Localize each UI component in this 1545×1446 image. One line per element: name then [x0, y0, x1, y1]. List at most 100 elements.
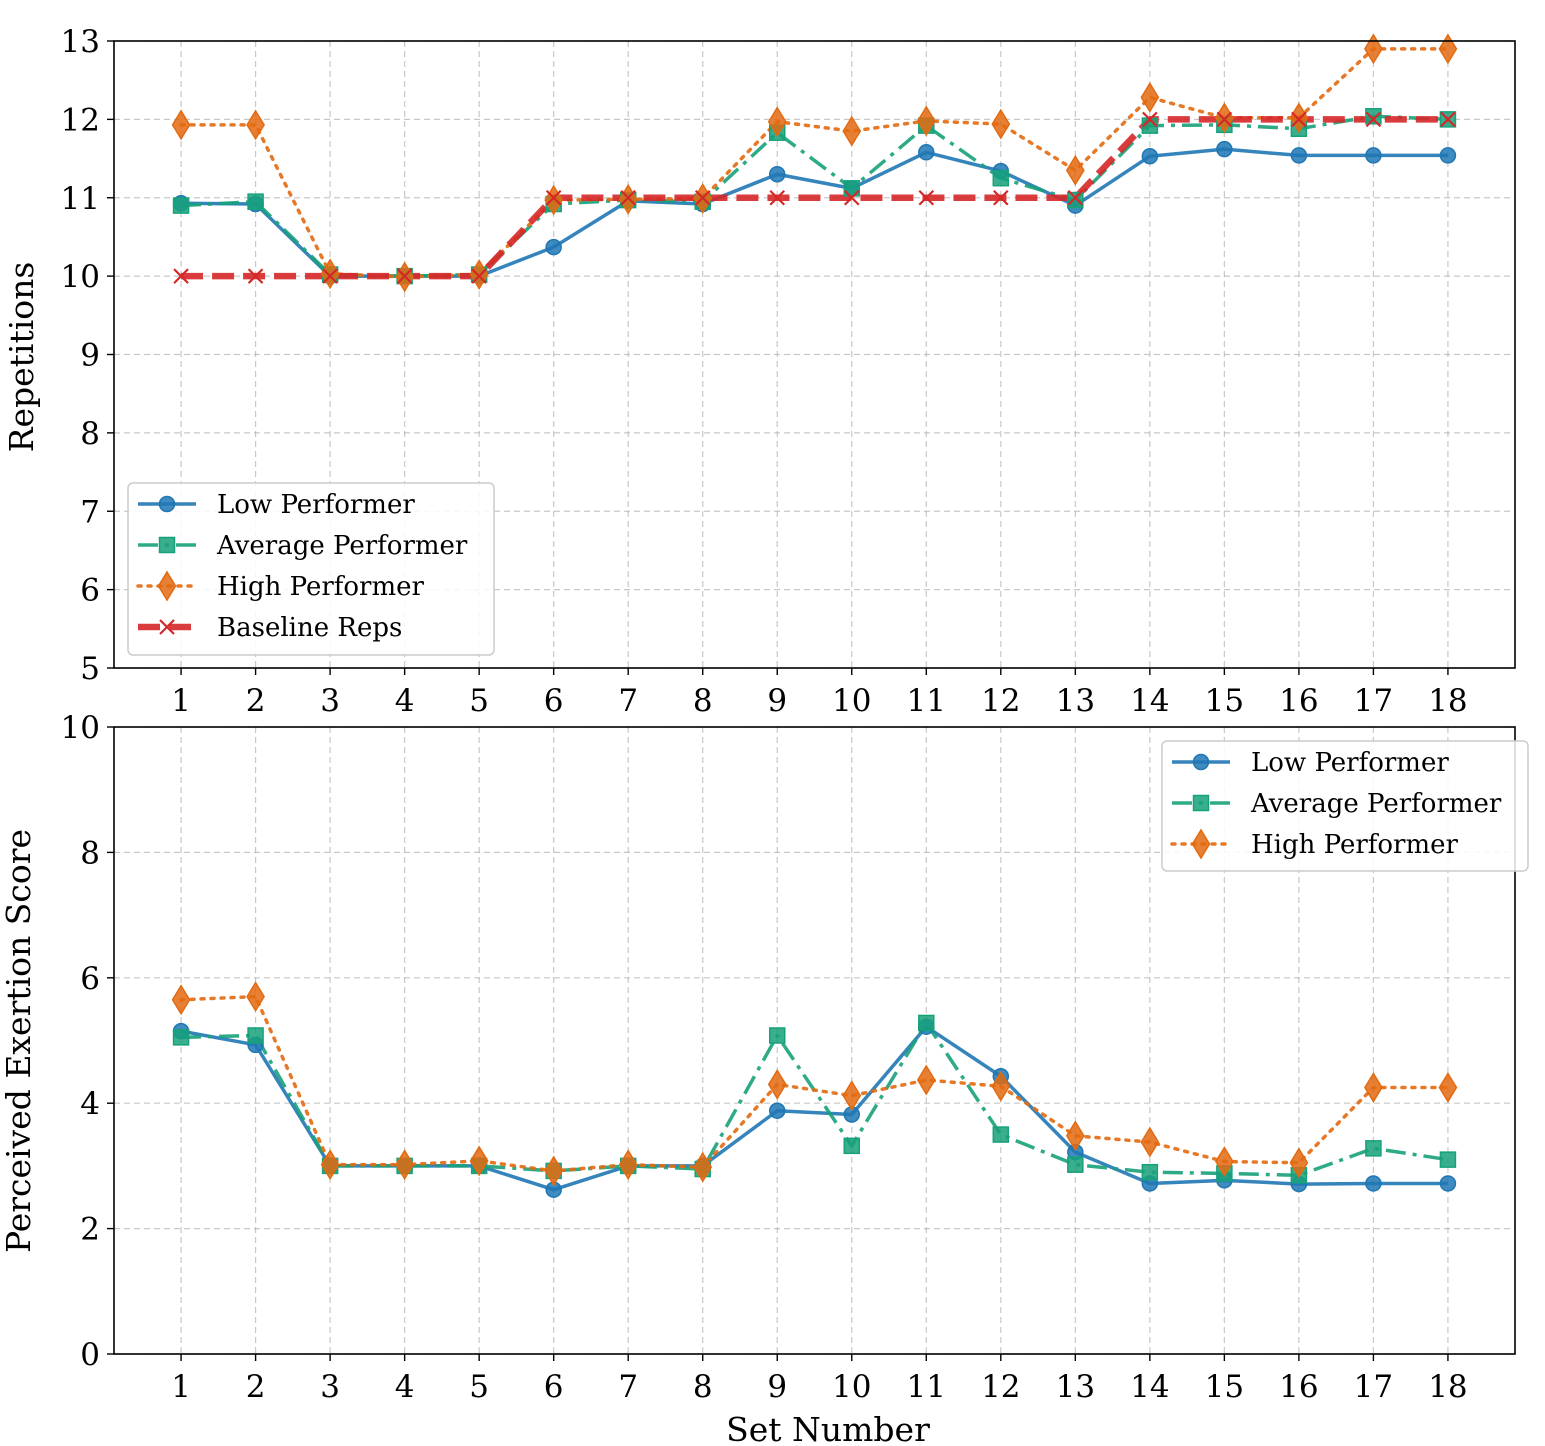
exertion-high-performer-point — [991, 1070, 1011, 1102]
repetitions-legend-low-performer-label: Low Performer — [217, 490, 415, 520]
exertion-x-tick-label: 17 — [1354, 1369, 1393, 1405]
repetitions-legend-high-performer-marker — [157, 570, 177, 602]
repetitions-markers — [171, 33, 1458, 293]
repetitions-x-tick-label: 2 — [246, 683, 266, 719]
repetitions-x-tick-label: 8 — [693, 683, 713, 719]
repetitions-baseline-reps-line — [181, 116, 1448, 280]
exertion-y-axis-label: Perceived Exertion Score — [0, 829, 38, 1253]
repetitions-baseline-reps-point — [545, 189, 562, 206]
repetitions-baseline-reps-point — [173, 268, 189, 284]
exertion-x-tick-label: 10 — [832, 1369, 871, 1405]
repetitions-high-performer-point — [1364, 33, 1383, 65]
repetitions-low-performer-point — [768, 165, 786, 183]
repetitions-low-performer-point — [1365, 147, 1382, 164]
repetitions-y-tick-label: 12 — [61, 102, 100, 138]
repetitions-high-performer-point — [246, 109, 265, 141]
repetitions-baseline-reps-point — [769, 189, 786, 206]
exertion-high-performer-point — [320, 1149, 340, 1181]
exertion-average-performer-point — [1439, 1151, 1457, 1168]
exertion-high-performer-line — [179, 994, 1450, 1173]
repetitions-high-performer-point — [618, 183, 638, 215]
repetitions-high-performer-point — [767, 106, 787, 138]
repetitions-x-tick-label: 12 — [981, 683, 1020, 719]
exertion-high-performer-point — [1214, 1146, 1234, 1177]
repetitions-y-tick-label: 10 — [61, 259, 100, 295]
exertion-average-performer-point — [172, 1029, 190, 1046]
exertion-x-tick-label: 2 — [246, 1369, 266, 1405]
repetitions-average-performer-point — [1067, 191, 1084, 209]
repetitions-y-tick-label: 7 — [80, 494, 100, 530]
repetitions-chart: 1 2 3 4 5 6 7 8 9 10 11 12 13 14 15 16 17 185678910111213… — [2, 24, 1516, 719]
x-axis-label: Set Number — [726, 1410, 930, 1446]
repetitions-baseline-reps-point — [993, 189, 1009, 206]
repetitions-average-performer-point — [843, 180, 861, 197]
repetitions-high-performer-point — [916, 105, 936, 137]
repetitions-high-performer-point — [842, 115, 862, 147]
exertion-x-tick-label: 6 — [544, 1369, 564, 1405]
repetitions-average-performer-point — [172, 197, 190, 214]
repetitions-legend-baseline-reps-label: Baseline Reps — [217, 613, 402, 643]
exertion-x-tick-label: 1 — [171, 1369, 191, 1405]
exertion-average-performer-point — [1365, 1140, 1382, 1157]
repetitions-high-performer-point — [991, 108, 1011, 140]
exertion-legend-box — [1161, 740, 1529, 872]
repetitions-legend-low-performer-marker — [158, 495, 176, 513]
exertion-x-tick-label: 8 — [693, 1369, 713, 1405]
exertion-high-performer-point — [1140, 1126, 1160, 1158]
exertion-low-performer-point — [1365, 1175, 1382, 1192]
exertion-plot-frame — [113, 726, 1516, 1355]
repetitions-baseline-reps-point — [396, 268, 413, 284]
repetitions-average-performer-point — [992, 169, 1010, 187]
repetitions-x-tick-label: 3 — [320, 683, 340, 719]
exertion-legend-high-performer-label: High Performer — [1251, 830, 1459, 860]
repetitions-y-tick-label: 11 — [61, 181, 100, 217]
exertion-high-performer-point — [395, 1149, 415, 1181]
exertion-x-tick-label: 9 — [767, 1369, 787, 1405]
exertion-y-tick-label: 4 — [80, 1086, 100, 1122]
exertion-x-tick-label: 4 — [395, 1369, 415, 1405]
repetitions-average-performer-point — [247, 193, 264, 210]
exertion-average-performer-point — [992, 1126, 1010, 1143]
repetitions-high-performer-line — [179, 47, 1450, 279]
exertion-average-performer-point — [843, 1137, 861, 1155]
exertion-high-performer-point — [469, 1145, 489, 1177]
repetitions-baseline-reps-point — [471, 268, 487, 284]
repetitions-high-performer-point — [1065, 154, 1085, 186]
repetitions-baseline-reps-point — [1440, 111, 1456, 128]
repetitions-low-performer-point — [1439, 147, 1457, 164]
exertion-x-tick-label: 13 — [1056, 1369, 1095, 1405]
exertion-x-tick-label: 15 — [1205, 1369, 1244, 1405]
repetitions-x-tick-label: 7 — [618, 683, 638, 719]
repetitions-x-tick-label: 6 — [544, 683, 564, 719]
exertion-high-performer-point — [1438, 1072, 1458, 1103]
repetitions-x-tick-label: 4 — [395, 683, 415, 719]
repetitions-x-tick-label: 11 — [907, 683, 946, 719]
repetitions-baseline-reps-point — [1216, 111, 1233, 128]
exertion-series — [179, 994, 1450, 1192]
repetitions-legend-high-performer-label: High Performer — [217, 572, 425, 602]
exertion-average-performer-point — [768, 1027, 786, 1044]
exertion-x-tick-label: 12 — [981, 1369, 1020, 1405]
repetitions-baseline-reps-point — [247, 268, 264, 284]
exertion-y-tick-label: 2 — [80, 1212, 100, 1248]
exertion-legend-average-performer-marker — [1192, 794, 1210, 812]
repetitions-high-performer-point — [1438, 33, 1458, 65]
exertion-high-performer-point — [842, 1080, 862, 1112]
exertion-average-performer-point — [247, 1027, 264, 1044]
repetitions-x-tick-label: 17 — [1354, 683, 1393, 719]
exertion-high-performer-point — [1289, 1147, 1309, 1179]
repetitions-legend: Low Performer Average Performer High Perfo… — [127, 482, 495, 656]
repetitions-baseline-reps-point — [322, 268, 338, 284]
exertion-x-tick-label: 5 — [469, 1369, 489, 1405]
exertion-high-performer-point — [544, 1155, 564, 1187]
repetitions-x-tick-label: 13 — [1056, 683, 1095, 719]
repetitions-low-performer-point — [1141, 147, 1159, 165]
exertion-average-performer-line — [181, 1021, 1449, 1178]
exertion-y-tick-label: 10 — [61, 710, 100, 746]
repetitions-y-tick-label: 8 — [80, 416, 100, 452]
repetitions-high-performer-point — [1140, 81, 1160, 113]
exertion-legend: Low Performer Average Performer High Perfo… — [1161, 740, 1529, 872]
exertion-legend-low-performer-label: Low Performer — [1251, 748, 1449, 778]
